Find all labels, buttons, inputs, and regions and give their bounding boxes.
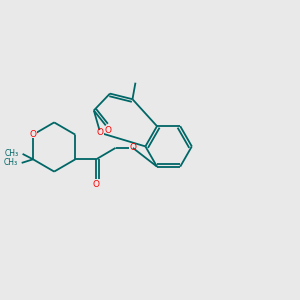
Text: O: O	[105, 126, 112, 135]
Text: O: O	[97, 128, 104, 137]
Text: O: O	[29, 130, 37, 139]
FancyBboxPatch shape	[29, 131, 37, 138]
Text: O: O	[129, 143, 136, 152]
Text: CH₃: CH₃	[4, 149, 19, 158]
FancyBboxPatch shape	[129, 145, 136, 151]
FancyBboxPatch shape	[97, 130, 104, 136]
Text: O: O	[93, 180, 100, 189]
Text: CH₃: CH₃	[3, 158, 17, 167]
